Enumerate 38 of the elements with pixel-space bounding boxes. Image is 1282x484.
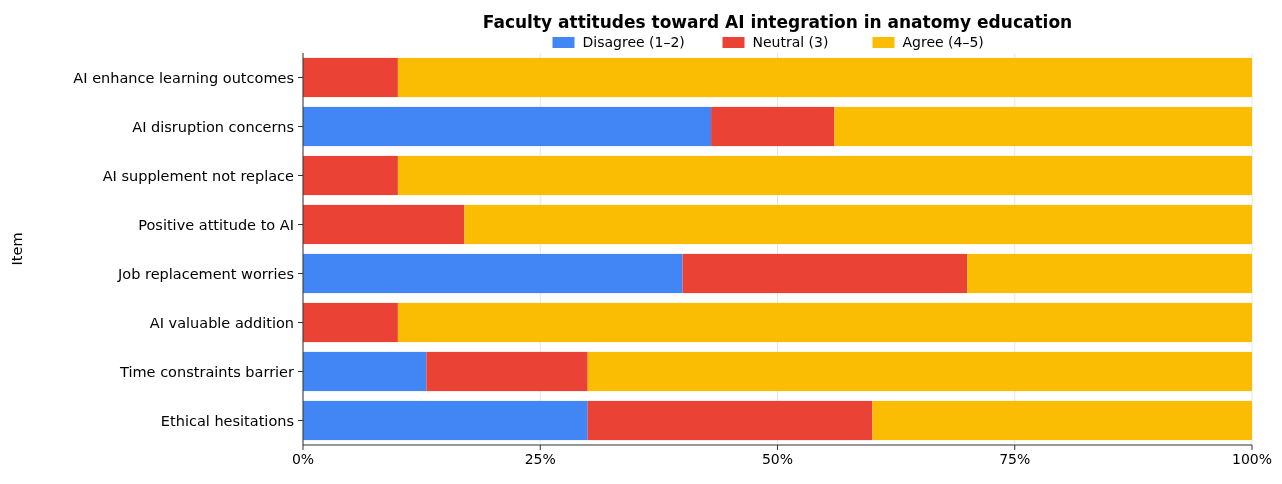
bar bbox=[464, 204, 1252, 245]
y-tick-label: AI supplement not replace bbox=[102, 167, 295, 184]
bar bbox=[303, 155, 398, 196]
x-tick-label: 0% bbox=[291, 451, 315, 467]
x-tick-label: 100% bbox=[1231, 451, 1273, 467]
bar bbox=[303, 351, 427, 392]
bar bbox=[587, 351, 1252, 392]
y-tick-label: AI disruption concerns bbox=[132, 118, 294, 135]
x-tick-label: 75% bbox=[999, 451, 1031, 467]
bar bbox=[587, 400, 873, 441]
legend-label: Disagree (1–2) bbox=[582, 34, 685, 50]
y-tick-label: Job replacement worries bbox=[117, 265, 294, 282]
bar bbox=[303, 302, 398, 343]
bar bbox=[303, 57, 398, 98]
bar bbox=[303, 204, 465, 245]
bar bbox=[303, 253, 683, 294]
y-tick-label: Time constraints barrier bbox=[119, 363, 295, 380]
bar bbox=[397, 155, 1252, 196]
bar bbox=[872, 400, 1252, 441]
bar bbox=[711, 106, 835, 147]
y-tick-label: Positive attitude to AI bbox=[138, 216, 294, 233]
legend-label: Neutral (3) bbox=[752, 34, 829, 50]
bar bbox=[967, 253, 1252, 294]
bar bbox=[426, 351, 588, 392]
bar bbox=[303, 106, 712, 147]
bar bbox=[834, 106, 1252, 147]
bar bbox=[397, 57, 1252, 98]
y-tick-label: Ethical hesitations bbox=[160, 412, 294, 429]
bar bbox=[303, 400, 588, 441]
chart-title: Faculty attitudes toward AI integration in anatomy education bbox=[482, 12, 1073, 32]
y-tick-label: AI enhance learning outcomes bbox=[73, 69, 294, 86]
y-tick-label: AI valuable addition bbox=[149, 314, 294, 331]
y-axis-title: Item bbox=[9, 232, 25, 266]
x-tick-label: 25% bbox=[524, 451, 556, 467]
bar bbox=[682, 253, 968, 294]
bar bbox=[397, 302, 1252, 343]
legend-label: Agree (4–5) bbox=[902, 34, 984, 50]
x-tick-label: 50% bbox=[761, 451, 794, 467]
